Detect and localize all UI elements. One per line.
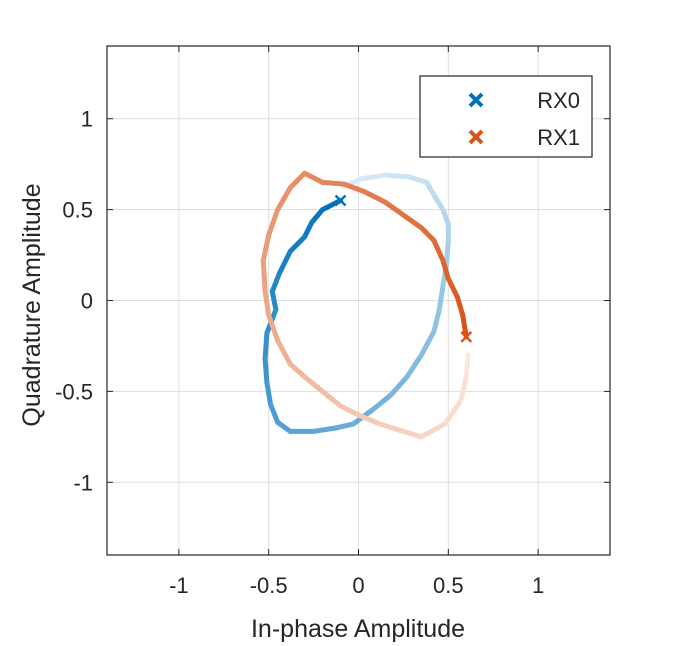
trace-segment-rx1 — [338, 403, 361, 418]
trace-segment-rx1 — [431, 238, 446, 264]
trace-segment-rx1 — [463, 352, 471, 380]
trace-segment-rx1 — [442, 397, 464, 427]
series-rx0 — [262, 172, 451, 434]
trace-segment-rx1 — [262, 288, 272, 318]
trace-segment-rx1 — [260, 232, 272, 264]
trace-segment-rx1 — [356, 412, 383, 427]
trace-segment-rx1 — [454, 294, 466, 318]
series-rx1 — [260, 170, 473, 440]
x-tick-label-4: 1 — [532, 573, 544, 598]
series-layer — [260, 170, 473, 440]
marker-stroke — [468, 129, 484, 145]
x-axis-label: In-phase Amplitude — [251, 615, 465, 643]
trace-segment-rx0 — [334, 421, 356, 431]
trace-segment-rx0 — [287, 234, 308, 254]
trace-segment-rx0 — [406, 174, 430, 185]
trace-segment-rx1 — [418, 225, 437, 244]
trace-segment-rx1 — [275, 337, 293, 367]
trace-segment-rx1 — [418, 421, 448, 440]
trace-segment-rx0 — [269, 270, 282, 294]
y-axis-label: Quadrature Amplitude — [18, 183, 46, 426]
trace-segment-rx0 — [431, 192, 446, 213]
trace-segment-rx1 — [440, 258, 451, 282]
legend-marker-icon — [468, 92, 484, 108]
trace-segment-rx1 — [382, 199, 406, 218]
trace-segment-rx1 — [320, 179, 347, 187]
legend-box — [419, 75, 593, 158]
start-marker-rx1 — [460, 330, 473, 343]
trace-segment-rx0 — [370, 392, 394, 413]
trace-segment-rx0 — [436, 283, 446, 313]
trace-segment-rx1 — [341, 181, 367, 194]
trace-segment-rx0 — [269, 288, 279, 313]
trace-segment-rx0 — [404, 352, 424, 380]
trace-segment-rx0 — [276, 248, 293, 276]
trace-segment-rx1 — [302, 170, 326, 185]
trace-segment-rx1 — [287, 361, 308, 380]
trace-segment-rx1 — [400, 428, 424, 440]
legend-label: RX1 — [537, 125, 580, 150]
legend-item-rx1: RX1 — [468, 125, 580, 150]
y-tick-label-3: 0.5 — [62, 198, 93, 223]
trace-segment-rx0 — [275, 419, 293, 434]
trace-segment-rx1 — [377, 421, 406, 434]
legend-marker-icon — [468, 129, 484, 145]
x-tick-labels: -1 -0.5 0 0.5 1 — [169, 573, 544, 598]
x-tick-label-1: -0.5 — [250, 573, 288, 598]
legend-item-rx0: RX0 — [468, 88, 580, 113]
trace-segment-rx1 — [260, 258, 268, 294]
marker-stroke — [468, 92, 484, 108]
y-tick-label-0: -1 — [73, 470, 93, 495]
trace-segment-rx0 — [267, 401, 281, 425]
trace-segment-rx0 — [262, 330, 270, 362]
y-tick-label-2: 0 — [81, 289, 93, 314]
x-tick-label-3: 0.5 — [433, 573, 464, 598]
trace-segment-rx0 — [418, 328, 437, 358]
y-tick-labels: -1 -0.5 0 0.5 1 — [55, 107, 93, 496]
trace-segment-rx1 — [361, 188, 388, 205]
trace-segment-rx0 — [264, 379, 273, 407]
trace-segment-rx1 — [287, 170, 308, 191]
start-marker-rx0 — [334, 194, 347, 207]
marker-stroke — [460, 330, 473, 343]
x-tick-label-0: -1 — [169, 573, 189, 598]
trace-segment-rx0 — [302, 219, 315, 240]
marker-stroke — [334, 194, 347, 207]
trace-segment-rx1 — [266, 207, 281, 238]
y-tick-label-1: -0.5 — [55, 379, 93, 404]
trace-segment-rx1 — [266, 312, 281, 343]
trace-segment-rx1 — [460, 312, 469, 340]
trace-segment-rx0 — [382, 172, 412, 180]
trace-segment-rx1 — [302, 374, 326, 394]
trace-segment-rx0 — [388, 374, 410, 398]
y-tick-label-4: 1 — [81, 107, 93, 132]
trace-segment-rx1 — [445, 276, 460, 300]
trace-segment-rx1 — [400, 212, 424, 231]
legend-label: RX0 — [537, 88, 580, 113]
trace-segment-rx0 — [444, 238, 451, 267]
trace-segment-rx1 — [320, 388, 344, 409]
trace-segment-rx0 — [359, 172, 388, 182]
trace-segment-rx0 — [309, 207, 326, 225]
x-tick-label-2: 0 — [352, 573, 364, 598]
trace-segment-rx0 — [431, 307, 442, 334]
tick-marks — [107, 46, 610, 555]
trace-segment-rx1 — [275, 185, 293, 213]
trace-segment-rx0 — [262, 356, 270, 385]
trace-segment-rx0 — [311, 425, 340, 434]
trace-segment-rx1 — [458, 374, 469, 403]
trace-segment-rx0 — [440, 207, 451, 227]
